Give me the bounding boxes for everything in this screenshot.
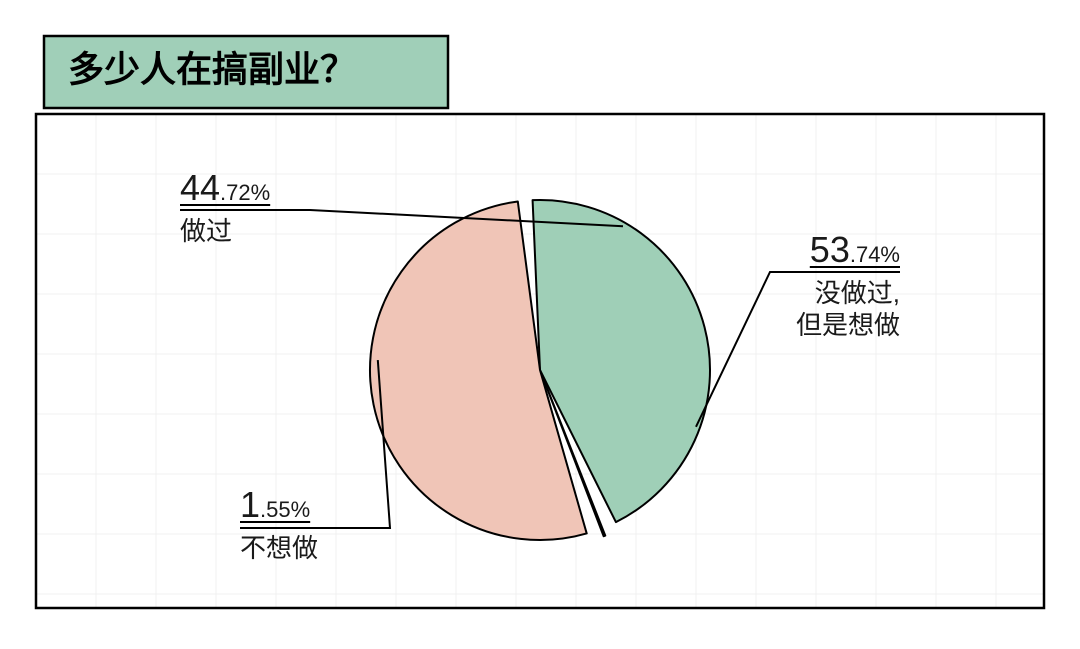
label-want-0: 没做过, xyxy=(815,278,900,308)
chart-svg: 多少人在搞副业？44.72%做过1.55%不想做53.74%没做过,但是想做 xyxy=(0,0,1080,649)
chart-title: 多少人在搞副业？ xyxy=(68,49,356,90)
label-nope: 不想做 xyxy=(240,533,318,563)
label-want-1: 但是想做 xyxy=(796,310,900,340)
label-done: 做过 xyxy=(180,216,232,246)
chart-stage: 多少人在搞副业？44.72%做过1.55%不想做53.74%没做过,但是想做 xyxy=(0,0,1080,649)
